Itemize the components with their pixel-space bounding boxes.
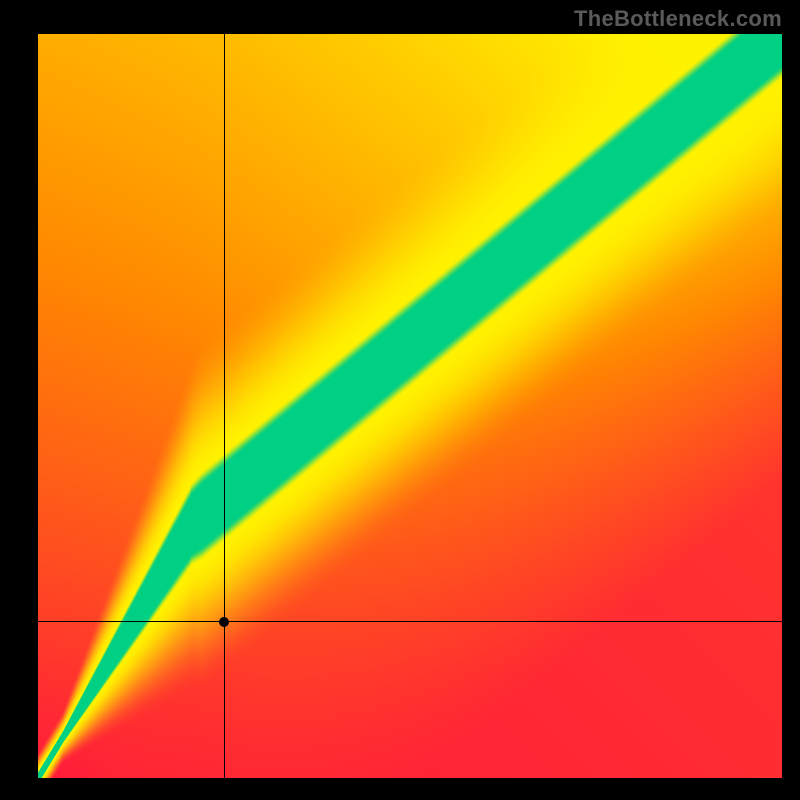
watermark-text: TheBottleneck.com	[574, 6, 782, 32]
bottleneck-heatmap	[38, 34, 782, 778]
crosshair-vertical	[224, 34, 225, 778]
heatmap-panel	[38, 34, 782, 778]
plot-container: TheBottleneck.com	[0, 0, 800, 800]
crosshair-horizontal	[38, 621, 782, 622]
marker-point	[219, 617, 229, 627]
